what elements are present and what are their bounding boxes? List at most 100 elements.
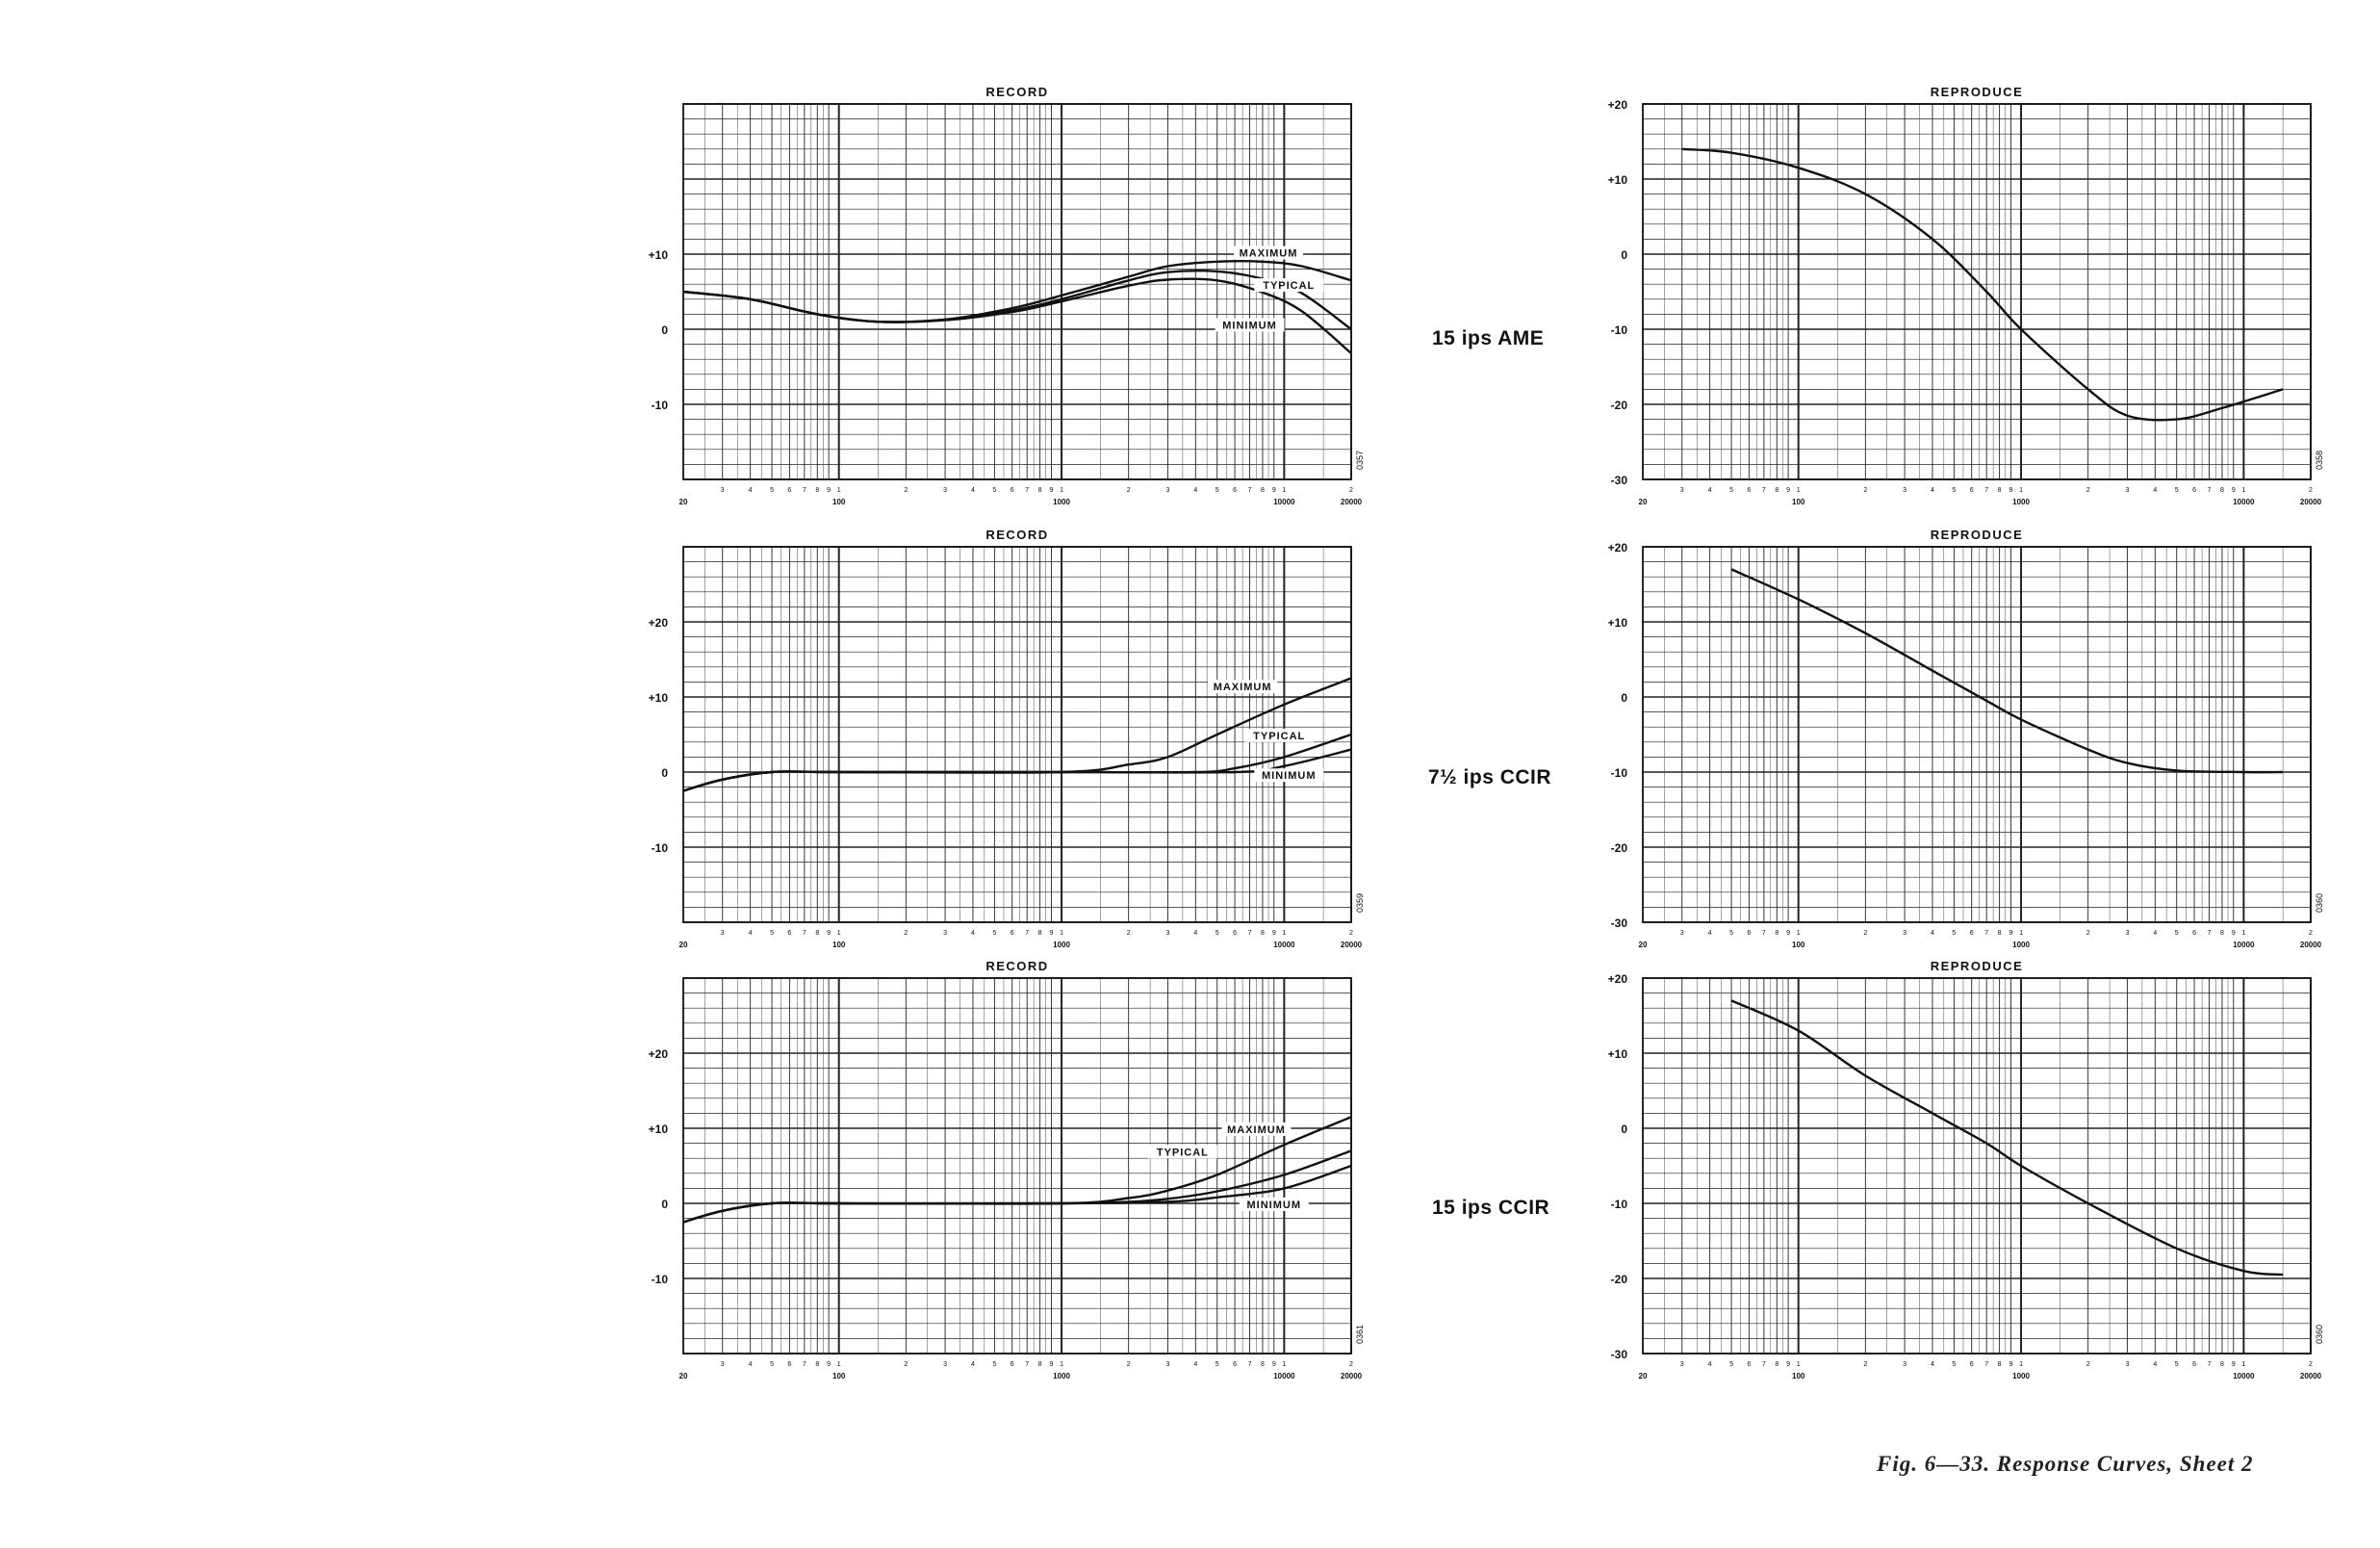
series-line-minimum bbox=[682, 277, 1352, 354]
x-minor-tick-label: 3 bbox=[1165, 487, 1169, 494]
x-minor-tick-label: 4 bbox=[1193, 1361, 1197, 1368]
x-minor-tick-label: 9 bbox=[827, 487, 831, 494]
chart-id-label: 0360 bbox=[2315, 1325, 2324, 1344]
y-tick-label: -30 bbox=[1611, 474, 1628, 487]
x-minor-tick-label: 6 bbox=[1233, 487, 1237, 494]
x-major-tick-label: 1000 bbox=[2012, 941, 2030, 949]
x-minor-tick-label: 1 bbox=[2019, 1361, 2023, 1368]
x-minor-tick-label: 2 bbox=[2309, 1361, 2313, 1368]
x-minor-tick-label: 8 bbox=[1038, 930, 1042, 937]
x-minor-tick-label: 4 bbox=[2153, 930, 2157, 937]
x-minor-tick-label: 2 bbox=[2309, 487, 2313, 494]
x-major-tick-label: 100 bbox=[832, 1372, 846, 1380]
chart-title: REPRODUCE bbox=[1931, 528, 2024, 542]
x-minor-tick-label: 7 bbox=[2208, 487, 2212, 494]
x-major-tick-label: 20 bbox=[679, 1372, 688, 1380]
x-minor-tick-label: 3 bbox=[1680, 1361, 1684, 1368]
x-minor-tick-label: 8 bbox=[1038, 487, 1042, 494]
x-minor-tick-label: 9 bbox=[1272, 1361, 1276, 1368]
annotation-bg bbox=[1254, 278, 1324, 293]
x-minor-tick-label: 9 bbox=[1786, 1361, 1790, 1368]
x-minor-tick-label: 4 bbox=[749, 1361, 753, 1368]
annotation-maximum: MAXIMUM bbox=[1240, 248, 1298, 260]
annotation-bg bbox=[1208, 680, 1278, 694]
y-tick-label: -10 bbox=[652, 399, 669, 412]
x-minor-tick-label: 1 bbox=[837, 930, 841, 937]
chart-id-label: 0357 bbox=[1355, 451, 1365, 470]
x-minor-tick-label: 3 bbox=[1903, 487, 1907, 494]
annotation-minimum: MINIMUM bbox=[1247, 1200, 1302, 1211]
x-minor-tick-label: 6 bbox=[787, 1361, 791, 1368]
x-minor-tick-label: 3 bbox=[1903, 930, 1907, 937]
x-minor-tick-label: 4 bbox=[2153, 487, 2157, 494]
x-minor-tick-label: 4 bbox=[1708, 487, 1712, 494]
y-tick-label: 0 bbox=[661, 766, 668, 780]
x-minor-tick-label: 3 bbox=[721, 487, 725, 494]
x-minor-tick-label: 2 bbox=[1863, 1361, 1867, 1368]
x-minor-tick-label: 5 bbox=[1952, 487, 1956, 494]
x-minor-tick-label: 1 bbox=[1060, 487, 1063, 494]
y-tick-label: +10 bbox=[649, 691, 669, 705]
x-minor-tick-label: 8 bbox=[1038, 1361, 1042, 1368]
x-minor-tick-label: 9 bbox=[827, 930, 831, 937]
x-major-tick-label: 100 bbox=[1792, 941, 1805, 949]
x-minor-tick-label: 5 bbox=[2175, 487, 2179, 494]
x-minor-tick-label: 2 bbox=[1863, 930, 1867, 937]
x-minor-tick-label: 4 bbox=[1931, 930, 1934, 937]
y-tick-label: +10 bbox=[1608, 1047, 1628, 1061]
chart-id-label: 0360 bbox=[2315, 893, 2324, 913]
chart-title: REPRODUCE bbox=[1931, 959, 2024, 973]
y-tick-label: +10 bbox=[649, 248, 669, 262]
y-tick-label: +20 bbox=[1608, 541, 1628, 555]
x-minor-tick-label: 8 bbox=[1261, 930, 1265, 937]
chart-id-label: 0358 bbox=[2315, 451, 2324, 470]
x-minor-tick-label: 8 bbox=[1775, 1361, 1779, 1368]
x-minor-tick-label: 3 bbox=[943, 930, 947, 937]
x-minor-tick-label: 9 bbox=[1786, 930, 1790, 937]
x-minor-tick-label: 7 bbox=[1762, 930, 1766, 937]
y-tick-label: -30 bbox=[1611, 916, 1628, 930]
x-minor-tick-label: 7 bbox=[803, 1361, 806, 1368]
annotation-maximum: MAXIMUM bbox=[1214, 682, 1272, 693]
x-minor-tick-label: 7 bbox=[1025, 930, 1029, 937]
y-tick-label: 0 bbox=[1621, 248, 1627, 262]
x-minor-tick-label: 7 bbox=[803, 930, 806, 937]
x-major-tick-label: 20 bbox=[1639, 1372, 1648, 1380]
x-minor-tick-label: 4 bbox=[971, 930, 975, 937]
series-line-typical bbox=[682, 1149, 1352, 1224]
y-tick-label: 0 bbox=[1621, 691, 1627, 705]
x-minor-tick-label: 7 bbox=[2208, 1361, 2212, 1368]
x-minor-tick-label: 5 bbox=[1729, 1361, 1733, 1368]
x-minor-tick-label: 8 bbox=[1998, 930, 2002, 937]
series-line-response bbox=[1730, 568, 2284, 774]
y-tick-label: 0 bbox=[661, 323, 668, 337]
x-major-tick-label: 100 bbox=[832, 498, 846, 506]
series-line-typical bbox=[682, 733, 1352, 792]
x-minor-tick-label: 1 bbox=[2241, 930, 2245, 937]
x-minor-tick-label: 1 bbox=[2241, 1361, 2245, 1368]
chart-title: RECORD bbox=[985, 959, 1048, 973]
y-tick-label: 0 bbox=[661, 1198, 668, 1211]
x-major-tick-label: 20 bbox=[1639, 941, 1648, 949]
y-tick-label: -10 bbox=[652, 1273, 669, 1286]
x-minor-tick-label: 7 bbox=[1248, 930, 1252, 937]
x-minor-tick-label: 6 bbox=[1747, 930, 1751, 937]
x-minor-tick-label: 9 bbox=[2009, 487, 2012, 494]
x-minor-tick-label: 6 bbox=[1747, 1361, 1751, 1368]
annotation-bg bbox=[1254, 768, 1324, 783]
x-minor-tick-label: 1 bbox=[1797, 1361, 1801, 1368]
annotation-maximum: MAXIMUM bbox=[1227, 1124, 1286, 1136]
x-minor-tick-label: 1 bbox=[1060, 1361, 1063, 1368]
y-tick-label: -20 bbox=[1611, 841, 1628, 855]
x-minor-tick-label: 8 bbox=[1261, 487, 1265, 494]
x-minor-tick-label: 9 bbox=[2232, 487, 2236, 494]
chart-title: REPRODUCE bbox=[1931, 85, 2024, 99]
x-minor-tick-label: 1 bbox=[2019, 487, 2023, 494]
annotation-minimum: MINIMUM bbox=[1222, 320, 1277, 331]
x-minor-tick-label: 1 bbox=[837, 1361, 841, 1368]
x-minor-tick-label: 3 bbox=[1165, 1361, 1169, 1368]
x-minor-tick-label: 6 bbox=[1011, 487, 1014, 494]
x-minor-tick-label: 6 bbox=[787, 487, 791, 494]
x-minor-tick-label: 5 bbox=[1952, 930, 1956, 937]
x-major-tick-label: 20000 bbox=[1341, 498, 1363, 506]
